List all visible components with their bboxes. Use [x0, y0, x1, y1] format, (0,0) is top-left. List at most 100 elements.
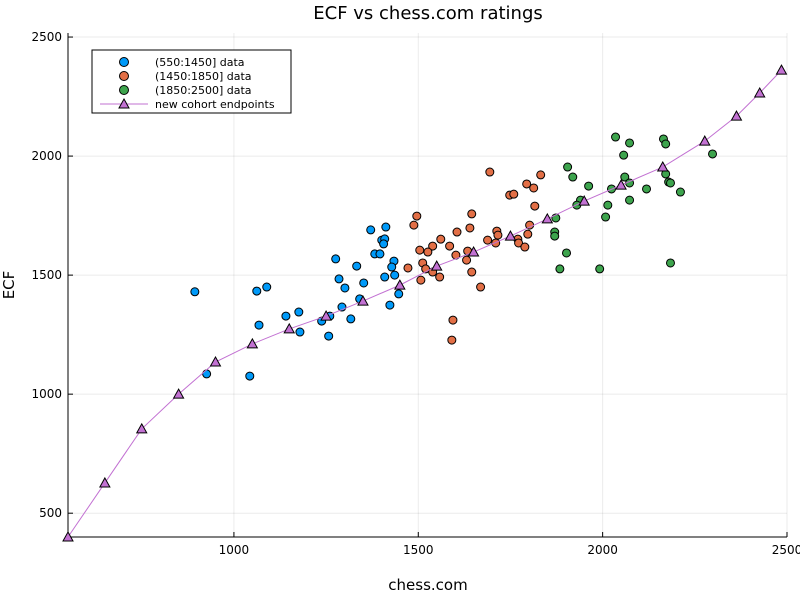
data-point	[462, 255, 472, 265]
x-tick-label: 1500	[403, 543, 434, 557]
cohort-endpoint-marker	[730, 110, 743, 121]
y-tick-label: 2500	[31, 30, 62, 44]
y-axis-label: ECF	[0, 271, 18, 300]
data-point	[352, 261, 362, 271]
data-point	[366, 225, 376, 235]
axes: 1000 1500 2000 2500 500 1000 1500 2000 2500	[31, 30, 800, 557]
data-point	[416, 275, 426, 285]
data-point	[584, 181, 594, 191]
cohort-endpoint-marker	[467, 245, 480, 257]
data-point	[485, 167, 495, 177]
data-point	[568, 172, 578, 182]
cohort-endpoint-marker	[99, 476, 111, 488]
data-point	[493, 230, 503, 240]
legend-circle-icon	[119, 71, 129, 81]
data-point	[324, 331, 334, 341]
legend-triangle-icon	[118, 97, 130, 109]
cohort-endpoint-marker	[615, 179, 627, 190]
data-point	[467, 267, 477, 277]
data-point	[665, 258, 675, 268]
data-point	[619, 150, 629, 160]
data-point	[550, 231, 560, 241]
cohort-endpoint-marker	[393, 279, 406, 290]
data-point	[202, 369, 212, 379]
data-point	[428, 241, 438, 251]
data-point	[625, 195, 635, 205]
legend-circle-icon	[119, 85, 129, 95]
data-point	[665, 178, 675, 188]
data-point	[465, 223, 475, 233]
data-point	[334, 274, 344, 284]
legend-label: (550:1450] data	[155, 56, 245, 69]
chart-title: ECF vs chess.com ratings	[313, 3, 543, 24]
data-point	[346, 314, 356, 324]
data-point	[620, 172, 630, 182]
data-point	[661, 139, 671, 149]
data-point	[409, 220, 419, 230]
data-point	[563, 162, 573, 172]
data-point	[675, 187, 685, 197]
data-point	[381, 222, 391, 232]
data-point	[380, 272, 390, 282]
y-tick-label: 1500	[31, 268, 62, 282]
data-point	[708, 149, 718, 159]
data-point	[530, 201, 540, 211]
cohort-endpoint-marker	[320, 310, 332, 321]
data-point	[394, 289, 404, 299]
cohort-endpoint-marker	[209, 355, 222, 367]
data-point	[375, 249, 385, 259]
data-point	[529, 183, 539, 193]
data-point	[476, 282, 486, 292]
data-point	[281, 311, 291, 321]
data-point	[611, 132, 621, 142]
cohort-endpoint-marker	[656, 161, 669, 172]
data-point	[603, 200, 613, 210]
data-point	[522, 179, 532, 189]
cohort-endpoint-marker	[430, 260, 443, 271]
data-point	[536, 170, 546, 180]
x-tick-label: 2000	[587, 543, 618, 557]
data-point	[483, 235, 493, 245]
data-point	[254, 320, 264, 330]
data-point	[467, 209, 477, 219]
data-point	[448, 315, 458, 325]
y-tick-label: 500	[39, 506, 62, 520]
cohort-endpoint-marker	[135, 422, 148, 434]
data-point	[379, 239, 389, 249]
data-point	[190, 287, 200, 297]
data-point	[445, 241, 455, 251]
data-point	[562, 248, 572, 258]
data-point	[625, 138, 635, 148]
cohort-endpoint-marker	[753, 86, 766, 98]
cohort-endpoint-marker	[62, 530, 74, 542]
cohort-endpoint-marker	[698, 135, 711, 146]
data-point	[601, 212, 611, 222]
legend-circle-icon	[119, 57, 129, 67]
data-point	[340, 283, 350, 293]
cohort-endpoint-marker	[541, 212, 554, 224]
cohort-endpoint-marker	[357, 295, 369, 306]
data-point	[387, 262, 397, 272]
cohort-endpoint-marker	[775, 64, 788, 75]
x-tick-label: 1000	[219, 543, 250, 557]
data-point	[447, 335, 457, 345]
legend: (550:1450] data(1450:1850] data(1850:250…	[91, 49, 292, 114]
data-point	[435, 272, 445, 282]
data-point	[436, 234, 446, 244]
data-point	[514, 238, 524, 248]
x-tick-label: 2500	[772, 543, 800, 557]
data-point	[390, 270, 400, 280]
data-point	[359, 278, 369, 288]
data-point	[595, 264, 605, 274]
data-point	[412, 211, 422, 221]
grid	[68, 33, 788, 537]
data-point	[262, 282, 272, 292]
data-point	[423, 247, 433, 257]
data-point	[294, 307, 304, 317]
y-tick-label: 2000	[31, 149, 62, 163]
cohort-endpoint-marker	[172, 388, 185, 399]
data-marks	[62, 64, 788, 542]
data-point	[331, 254, 341, 264]
data-point	[555, 264, 565, 274]
